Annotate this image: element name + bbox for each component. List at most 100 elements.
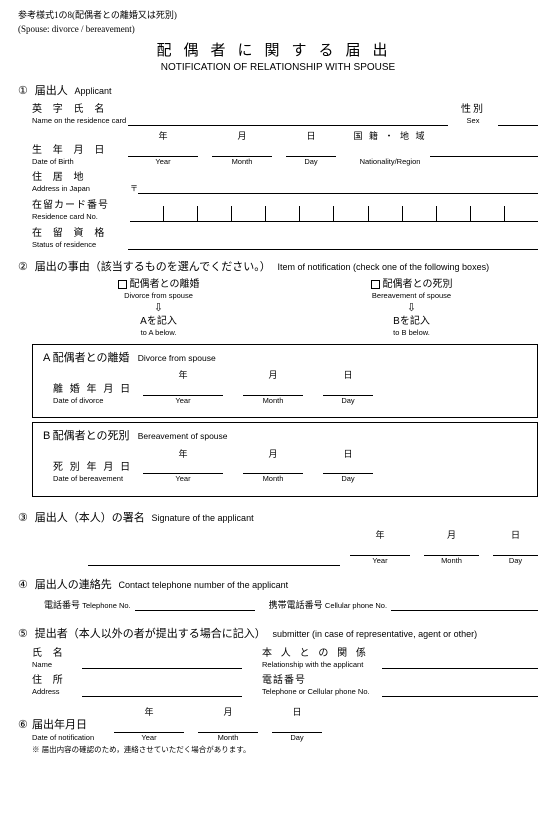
- dob-month-input[interactable]: [212, 143, 272, 157]
- status-label-en: Status of residence: [32, 240, 128, 250]
- sig-day-input[interactable]: [493, 542, 538, 556]
- status-input[interactable]: [128, 236, 538, 250]
- nationality-input[interactable]: [430, 143, 538, 157]
- sex-input[interactable]: [498, 112, 538, 126]
- sub-tel-jp: 電話番号: [262, 674, 382, 687]
- not-day-input[interactable]: [272, 719, 322, 733]
- box-a-date-jp: 離 婚 年 月 日: [53, 383, 143, 396]
- divorce-checkbox[interactable]: [118, 280, 127, 289]
- title-en: NOTIFICATION OF RELATIONSHIP WITH SPOUSE: [18, 61, 538, 74]
- section-2-en: Item of notification (check one of the f…: [277, 262, 489, 272]
- b-month-input[interactable]: [243, 460, 303, 474]
- section-2-num: ②: [18, 260, 32, 274]
- footnote: ※ 届出内容の確認のため，連絡させていただく場合があります。: [32, 745, 538, 755]
- divorce-en: Divorce from spouse: [118, 291, 200, 301]
- bereave-en: Bereavement of spouse: [371, 291, 453, 301]
- sub-addr-input[interactable]: [82, 683, 242, 697]
- cardno-boxes[interactable]: [130, 206, 538, 222]
- dob-label-jp: 生 年 月 日: [32, 144, 128, 157]
- sig-year-en: Year: [350, 556, 410, 566]
- b-year-input[interactable]: [143, 460, 223, 474]
- section-6-row: ⑥ 届出年月日 Date of notification 年 Year 月 Mo…: [18, 707, 538, 742]
- name-row: 英 字 氏 名 Name on the residence card 性別 Se…: [32, 103, 538, 126]
- section-1-en: Applicant: [75, 86, 112, 96]
- sex-label-jp: 性別: [454, 103, 492, 116]
- tel-en: Telephone No.: [82, 601, 130, 610]
- dob-day-input[interactable]: [286, 143, 336, 157]
- box-b-title-en: Bereavement of spouse: [138, 431, 228, 441]
- name-input[interactable]: [128, 112, 448, 126]
- b-en: to B below.: [371, 328, 453, 338]
- bereave-jp: 配偶者との死別: [383, 279, 453, 290]
- not-month-input[interactable]: [198, 719, 258, 733]
- section-5-jp: 提出者（本人以外の者が提出する場合に記入）: [35, 628, 266, 640]
- a-jp: Aを記入: [118, 315, 200, 328]
- sub-tel-en: Telephone or Cellular phone No.: [262, 687, 382, 697]
- bereavement-checkbox[interactable]: [371, 280, 380, 289]
- section-4-num: ④: [18, 578, 32, 592]
- b-month-en: Month: [243, 474, 303, 484]
- box-b-title-jp: 配偶者との死別: [53, 430, 130, 442]
- arrow-a: ⇩: [118, 301, 200, 315]
- tel-input[interactable]: [135, 597, 255, 611]
- not-month-jp: 月: [198, 707, 258, 719]
- status-label-jp: 在 留 資 格: [32, 227, 128, 240]
- sig-month-jp: 月: [424, 530, 479, 542]
- nat-en: Nationality/Region: [350, 157, 430, 167]
- dob-label-en: Date of Birth: [32, 157, 128, 167]
- form-reference-jp: 参考様式1の8(配偶者との離婚又は死別): [18, 10, 538, 22]
- section-3-jp: 届出人（本人）の署名: [35, 512, 145, 524]
- not-month-en: Month: [198, 733, 258, 743]
- checkbox-row: 配偶者との離婚 Divorce from spouse ⇩ Aを記入 to A …: [32, 278, 538, 338]
- not-year-input[interactable]: [114, 719, 184, 733]
- day-en: Day: [286, 157, 336, 167]
- sig-year-input[interactable]: [350, 542, 410, 556]
- section-1-jp: 届出人: [35, 85, 68, 97]
- sub-name-input[interactable]: [82, 655, 242, 669]
- b-day-en: Day: [323, 474, 373, 484]
- box-b: B 配偶者との死別 Bereavement of spouse 死 別 年 月 …: [32, 422, 538, 497]
- month-en: Month: [212, 157, 272, 167]
- signature-row: 年 Year 月 Month 日 Day: [32, 530, 538, 565]
- sub-addr-jp: 住 所: [32, 674, 82, 687]
- sub-rel-input[interactable]: [382, 655, 538, 669]
- sig-day-en: Day: [493, 556, 538, 566]
- section-5-en: submitter (in case of representative, ag…: [273, 629, 478, 639]
- box-b-date-jp: 死 別 年 月 日: [53, 461, 143, 474]
- section-3-en: Signature of the applicant: [152, 513, 254, 523]
- form-reference-en: (Spouse: divorce / bereavement): [18, 24, 538, 36]
- cel-en: Cellular phone No.: [325, 601, 387, 610]
- b-year-en: Year: [143, 474, 223, 484]
- a-day-en: Day: [323, 396, 373, 406]
- section-4-jp: 届出人の連絡先: [35, 579, 112, 591]
- sig-month-input[interactable]: [424, 542, 479, 556]
- status-row: 在 留 資 格 Status of residence: [32, 227, 538, 250]
- month-jp: 月: [212, 131, 272, 143]
- a-day-input[interactable]: [323, 382, 373, 396]
- address-input[interactable]: [138, 180, 538, 194]
- nat-jp: 国 籍 ・ 地 域: [350, 131, 430, 143]
- not-year-en: Year: [114, 733, 184, 743]
- sub-tel-input[interactable]: [382, 683, 538, 697]
- section-6-jp: 届出年月日: [32, 718, 114, 732]
- signature-input[interactable]: [88, 552, 340, 566]
- section-6-num: ⑥: [18, 718, 32, 732]
- section-4-head: ④ 届出人の連絡先 Contact telephone number of th…: [18, 578, 538, 592]
- addr-label-en: Address in Japan: [32, 184, 128, 194]
- section-1-num: ①: [18, 84, 32, 98]
- b-year-jp: 年: [143, 449, 223, 461]
- section-5-num: ⑤: [18, 627, 32, 641]
- tel-jp: 電話番号: [44, 600, 80, 610]
- box-a-date-en: Date of divorce: [53, 396, 143, 406]
- a-month-en: Month: [243, 396, 303, 406]
- b-day-input[interactable]: [323, 460, 373, 474]
- name-label-en: Name on the residence card: [32, 116, 128, 126]
- a-year-input[interactable]: [143, 382, 223, 396]
- a-month-input[interactable]: [243, 382, 303, 396]
- phone-row: 電話番号 Telephone No. 携帯電話番号 Cellular phone…: [32, 597, 538, 611]
- dob-year-input[interactable]: [128, 143, 198, 157]
- sig-month-en: Month: [424, 556, 479, 566]
- postal-mark: 〒: [130, 184, 138, 194]
- section-2-head: ② 届出の事由（該当するものを選んでください。） Item of notific…: [18, 260, 538, 274]
- cel-input[interactable]: [391, 597, 538, 611]
